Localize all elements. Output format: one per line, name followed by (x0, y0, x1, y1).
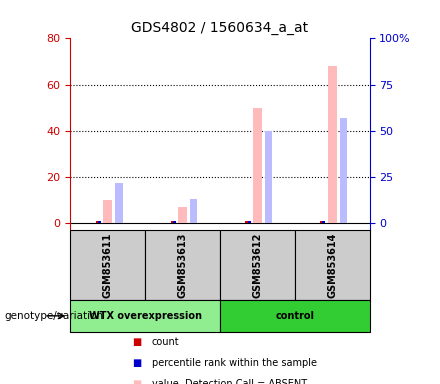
Text: count: count (152, 337, 180, 347)
Text: WTX overexpression: WTX overexpression (89, 311, 202, 321)
Text: GSM853613: GSM853613 (178, 232, 187, 298)
Bar (103, 200, 112, 223)
Bar (340, 118, 347, 223)
Bar (246, 221, 249, 223)
Text: control: control (275, 311, 314, 321)
Bar (178, 207, 187, 223)
Bar (171, 221, 174, 223)
Bar (265, 131, 272, 223)
Bar (328, 66, 337, 223)
Title: GDS4802 / 1560634_a_at: GDS4802 / 1560634_a_at (132, 21, 308, 35)
Bar (323, 221, 326, 223)
Text: value, Detection Call = ABSENT: value, Detection Call = ABSENT (152, 379, 307, 384)
Bar (96, 221, 99, 223)
Text: percentile rank within the sample: percentile rank within the sample (152, 358, 317, 368)
Bar (190, 199, 198, 223)
Text: GSM853614: GSM853614 (327, 232, 337, 298)
Bar (320, 221, 323, 223)
Text: ■: ■ (132, 379, 141, 384)
Bar (115, 183, 123, 223)
Bar (173, 221, 176, 223)
Text: ■: ■ (132, 337, 141, 347)
Text: GSM853612: GSM853612 (253, 232, 262, 298)
Text: GSM853611: GSM853611 (103, 232, 113, 298)
Bar (253, 108, 262, 223)
Text: genotype/variation: genotype/variation (4, 311, 103, 321)
Bar (248, 221, 251, 223)
Bar (98, 221, 101, 223)
Text: ■: ■ (132, 358, 141, 368)
